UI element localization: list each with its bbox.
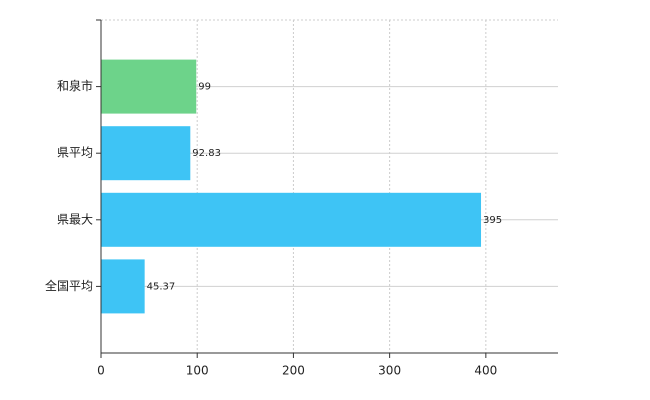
y-tick-label: 県平均 — [57, 146, 93, 160]
bar — [101, 126, 191, 181]
y-tick-label: 和泉市 — [57, 78, 93, 93]
x-tick-label: 0 — [97, 364, 105, 378]
x-tick-label: 300 — [378, 364, 401, 378]
y-tick-label: 全国平均 — [45, 278, 93, 293]
value-label: 92.83 — [192, 148, 221, 159]
y-tick-label: 県最大 — [57, 212, 93, 226]
x-tick-label: 400 — [474, 364, 497, 378]
x-tick-label: 200 — [282, 364, 305, 378]
bar — [101, 59, 197, 114]
value-label: 45.37 — [147, 281, 176, 292]
bar — [101, 192, 482, 247]
value-label: 395 — [483, 215, 502, 226]
x-tick-label: 100 — [186, 364, 209, 378]
value-label: 99 — [198, 82, 211, 93]
bar — [101, 259, 145, 314]
